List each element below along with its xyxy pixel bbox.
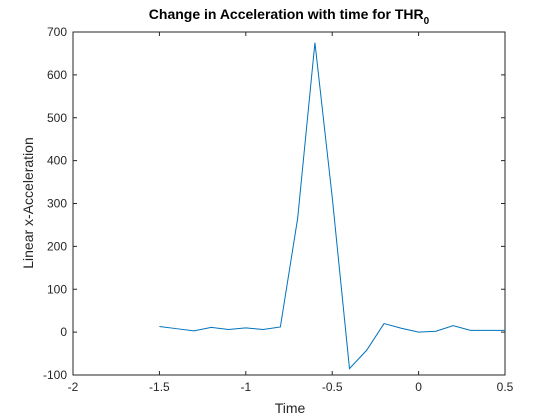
y-tick-label: 500 <box>47 111 67 125</box>
y-tick-label: 700 <box>47 25 67 39</box>
x-tick-label: 0 <box>415 380 422 394</box>
series-line <box>159 42 505 370</box>
y-tick-label: 400 <box>47 154 67 168</box>
y-tick-label: 0 <box>60 325 67 339</box>
chart-title-subscript: 0 <box>424 16 430 27</box>
plot-area-box <box>72 31 506 376</box>
x-tick-label: -1 <box>240 380 251 394</box>
y-tick-label: 600 <box>47 68 67 82</box>
y-axis-label: Linear x-Acceleration <box>20 137 36 269</box>
x-tick-label: -0.5 <box>322 380 343 394</box>
y-tick-label: -100 <box>43 368 67 382</box>
series-layer <box>159 42 505 370</box>
x-tick-label: -1.5 <box>149 380 170 394</box>
chart-title: Change in Acceleration with time for THR… <box>149 6 430 27</box>
x-axis-label: Time <box>275 400 306 416</box>
x-tick-label: -2 <box>68 380 79 394</box>
x-tick-label: 0.5 <box>497 380 514 394</box>
plot-axes: -2 -1.5 -1 -0.5 0 0.5 -100 0 100 200 300 400 500 600 7… <box>43 25 514 394</box>
y-tick-label: 200 <box>47 239 67 253</box>
y-tick-label: 100 <box>47 282 67 296</box>
y-tick-label: 300 <box>47 197 67 211</box>
chart-title-main: Change in Acceleration with time for THR <box>149 6 424 22</box>
